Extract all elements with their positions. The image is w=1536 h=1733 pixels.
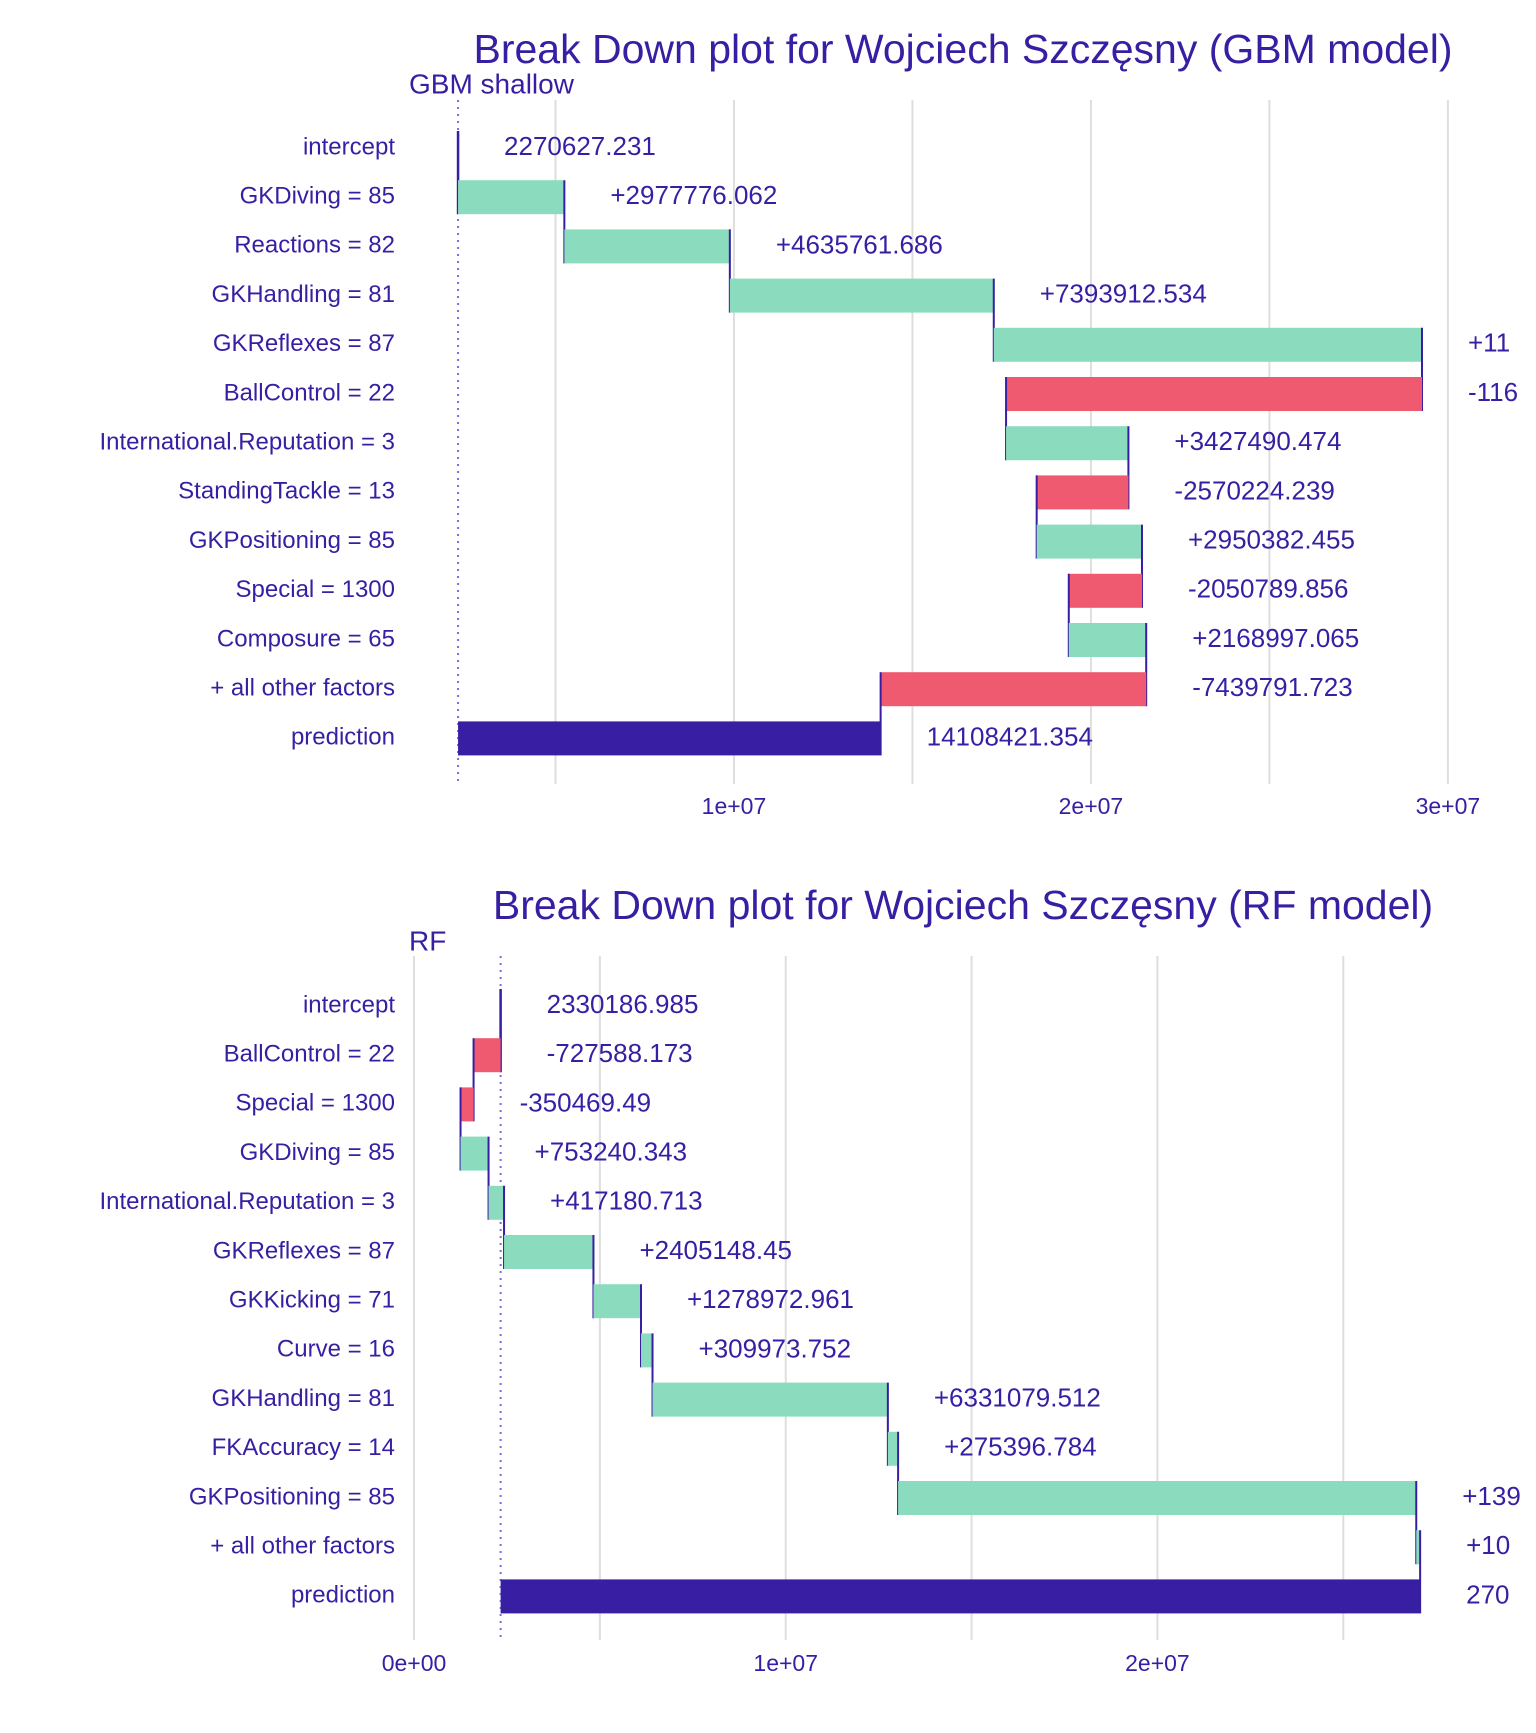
value-label: +2977776.062: [610, 180, 777, 210]
x-tick-label: 0e+00: [382, 1650, 447, 1676]
value-label: -727588.173: [547, 1038, 693, 1068]
row-label: prediction: [291, 1582, 395, 1609]
value-label: 2270627.231: [504, 131, 656, 161]
x-tick-label: 2e+07: [1125, 1650, 1190, 1676]
x-tick-label: 1e+07: [753, 1650, 818, 1676]
value-label: -350469.49: [520, 1087, 652, 1117]
row-label: Special = 1300: [236, 1090, 395, 1117]
value-label: +6331079.512: [934, 1382, 1101, 1412]
row-label: prediction: [291, 724, 395, 751]
bar: [1068, 623, 1147, 657]
value-label: 14108421.354: [927, 721, 1093, 751]
bar: [652, 1382, 888, 1417]
value-label: +417180.713: [550, 1186, 703, 1216]
row-label: GKKicking = 71: [229, 1287, 395, 1314]
row-label: GKDiving = 85: [240, 1139, 395, 1166]
row-label: GKPositioning = 85: [189, 527, 395, 554]
prediction-bar: [458, 721, 881, 756]
value-label: +7393912.534: [1040, 278, 1207, 308]
value-label: +275396.784: [944, 1432, 1097, 1462]
value-label: +11: [1468, 328, 1510, 358]
bar: [460, 1136, 489, 1171]
bar: [504, 1235, 594, 1269]
row-label: + all other factors: [210, 1533, 395, 1560]
row-label: Special = 1300: [236, 576, 395, 603]
bar: [887, 1431, 899, 1466]
value-label: +2405148.45: [639, 1235, 792, 1265]
row-label: Reactions = 82: [234, 232, 395, 259]
chart-title: Break Down plot for Wojciech Szczęsny (R…: [493, 882, 1433, 928]
row-label: GKReflexes = 87: [213, 330, 395, 357]
bar: [473, 1038, 501, 1073]
value-label: -2050789.856: [1188, 574, 1348, 604]
bar: [1416, 1530, 1421, 1565]
row-label: GKReflexes = 87: [213, 1237, 395, 1264]
prediction-bar: [500, 1579, 1421, 1614]
row-label: FKAccuracy = 14: [212, 1434, 395, 1461]
row-label: intercept: [303, 991, 395, 1018]
row-label: BallControl = 22: [224, 1041, 395, 1068]
chart-subtitle: RF: [409, 925, 446, 956]
value-label: +309973.752: [699, 1333, 852, 1363]
value-label: +3427490.474: [1174, 426, 1341, 456]
bar: [460, 1087, 474, 1122]
bar: [1036, 475, 1129, 510]
bar: [1006, 426, 1129, 461]
bar: [458, 180, 565, 215]
bar: [640, 1333, 653, 1368]
bar: [993, 327, 1422, 362]
value-label: -7439791.723: [1192, 672, 1352, 702]
row-label: GKDiving = 85: [240, 183, 395, 210]
row-label: GKHandling = 81: [212, 281, 395, 308]
row-label: Composure = 65: [217, 625, 395, 652]
row-label: GKPositioning = 85: [189, 1483, 395, 1510]
row-label: International.Reputation = 3: [99, 1188, 395, 1215]
value-label: +10: [1466, 1530, 1510, 1560]
value-label: 270: [1466, 1579, 1509, 1609]
chart-title: Break Down plot for Wojciech Szczęsny (G…: [473, 26, 1452, 72]
row-label: StandingTackle = 13: [178, 478, 395, 505]
value-label: +2950382.455: [1188, 524, 1355, 554]
chart-subtitle: GBM shallow: [409, 68, 575, 99]
bar: [1036, 524, 1142, 559]
bar: [564, 229, 730, 264]
bar: [488, 1185, 505, 1220]
x-tick-label: 1e+07: [702, 793, 767, 819]
row-label: + all other factors: [210, 675, 395, 702]
value-label: +1278972.961: [687, 1284, 854, 1314]
value-label: +753240.343: [535, 1136, 688, 1166]
value-label: 2330186.985: [547, 989, 699, 1019]
bar: [729, 278, 994, 313]
row-label: GKHandling = 81: [212, 1385, 395, 1412]
bar: [593, 1284, 641, 1319]
bar: [898, 1481, 1417, 1515]
row-label: Curve = 16: [277, 1336, 395, 1363]
row-label: BallControl = 22: [224, 379, 395, 406]
bar: [880, 672, 1147, 707]
x-tick-label: 2e+07: [1059, 793, 1124, 819]
x-tick-label: 3e+07: [1416, 793, 1481, 819]
value-label: +139: [1462, 1481, 1521, 1511]
row-label: International.Reputation = 3: [99, 429, 395, 456]
value-label: +4635761.686: [776, 229, 943, 259]
row-label: intercept: [303, 133, 395, 160]
value-label: +2168997.065: [1192, 623, 1359, 653]
value-label: -2570224.239: [1174, 475, 1334, 505]
bar: [1006, 377, 1422, 411]
value-label: -116: [1468, 377, 1518, 407]
bar: [1068, 573, 1142, 608]
